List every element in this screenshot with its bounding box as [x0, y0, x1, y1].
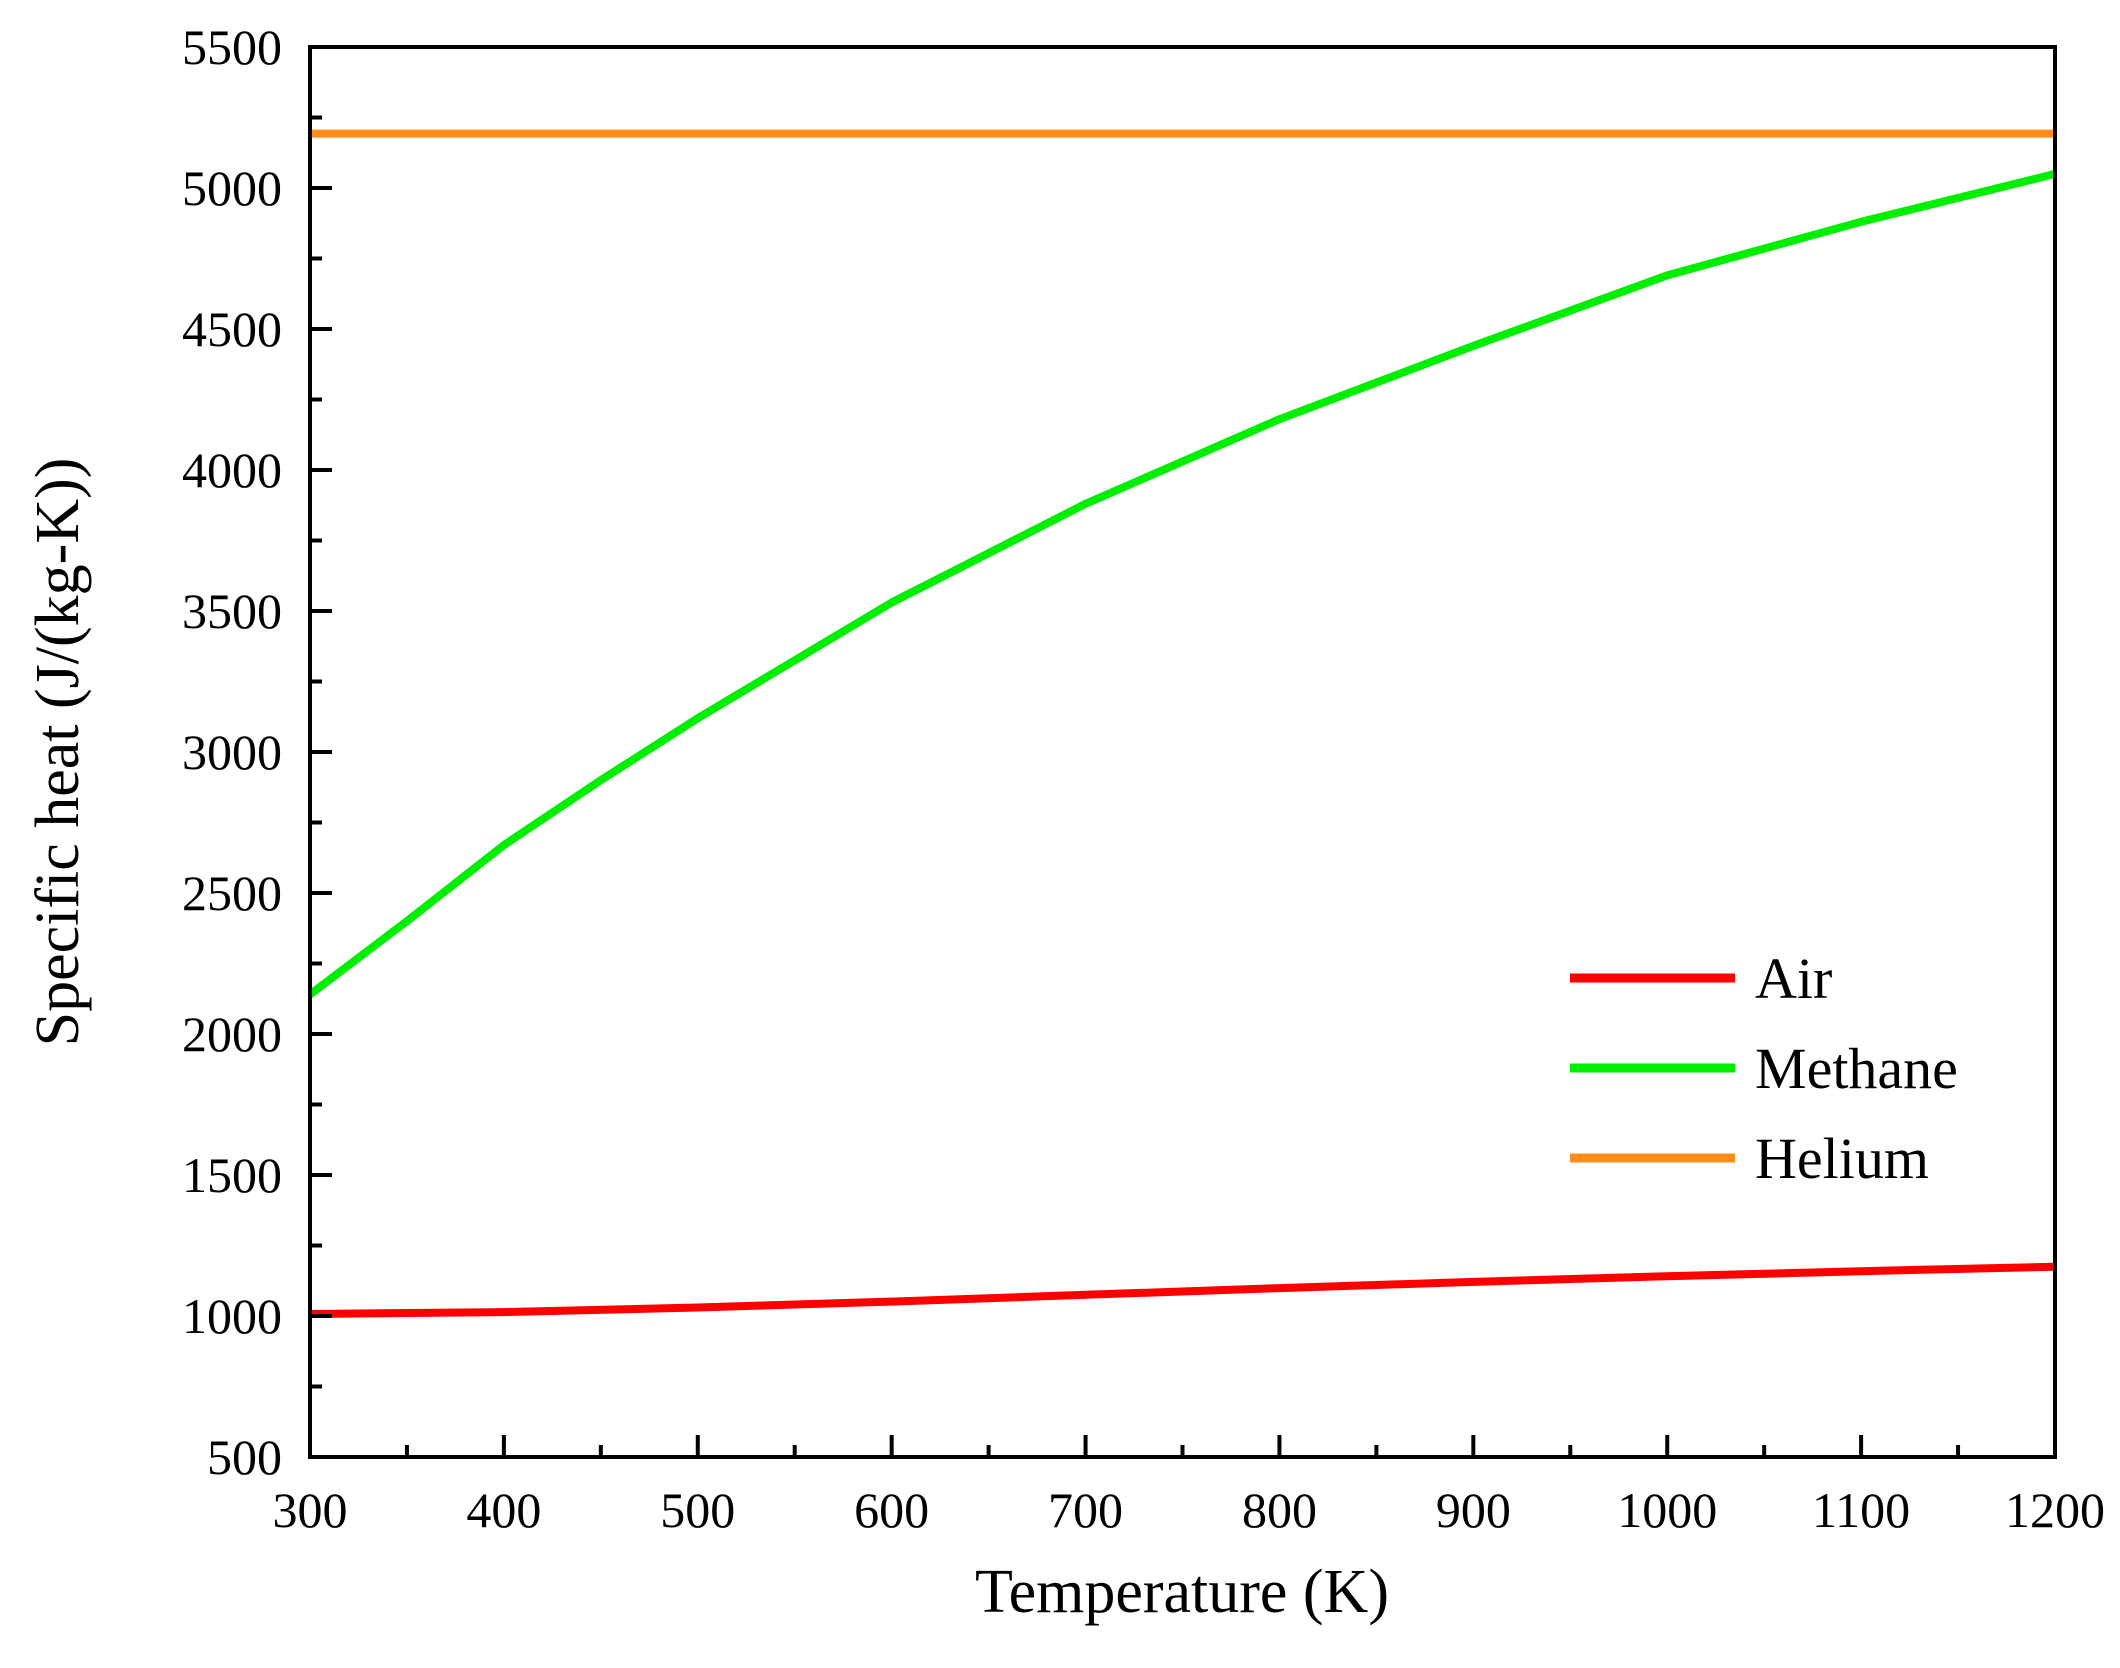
y-tick-label: 3000 — [182, 724, 282, 780]
x-tick-label: 800 — [1242, 1482, 1317, 1538]
x-tick-label: 900 — [1436, 1482, 1511, 1538]
plot-frame — [308, 45, 2057, 1459]
y-tick-label: 1500 — [182, 1147, 282, 1203]
y-tick-label: 4000 — [182, 442, 282, 498]
x-tick-label: 500 — [660, 1482, 735, 1538]
x-tick-label: 1000 — [1617, 1482, 1717, 1538]
x-tick-label: 700 — [1048, 1482, 1123, 1538]
labels-layer: 300 400 500 600 700 800 900 1000 1100 1200 500 1000… — [182, 19, 2105, 1538]
y-axis-title: Specific heat (J/(kg-K)) — [24, 458, 92, 1047]
x-axis-title: Temperature (K) — [975, 1558, 1389, 1626]
y-tick-label: 5000 — [182, 160, 282, 216]
legend-label-helium: Helium — [1755, 1126, 1929, 1191]
ticks-layer — [308, 45, 2057, 1459]
y-tick-label: 2000 — [182, 1006, 282, 1062]
legend-label-air: Air — [1755, 946, 1832, 1011]
y-tick-label: 2500 — [182, 865, 282, 921]
y-tick-label: 1000 — [182, 1288, 282, 1344]
y-tick-label: 500 — [207, 1429, 282, 1485]
legend-label-methane: Methane — [1755, 1036, 1958, 1101]
series-line-air — [309, 1262, 2056, 1318]
x-tick-label: 1200 — [2005, 1482, 2105, 1538]
x-tick-label: 300 — [273, 1482, 348, 1538]
x-tick-label: 600 — [854, 1482, 929, 1538]
series-layer — [307, 129, 2056, 1318]
y-tick-label: 5500 — [182, 19, 282, 75]
x-tick-label: 1100 — [1812, 1482, 1910, 1538]
y-tick-label: 3500 — [182, 583, 282, 639]
x-tick-label: 400 — [466, 1482, 541, 1538]
y-tick-label: 4500 — [182, 301, 282, 357]
series-line-methane — [307, 170, 2056, 998]
legend: Air Methane Helium — [1570, 946, 1958, 1191]
